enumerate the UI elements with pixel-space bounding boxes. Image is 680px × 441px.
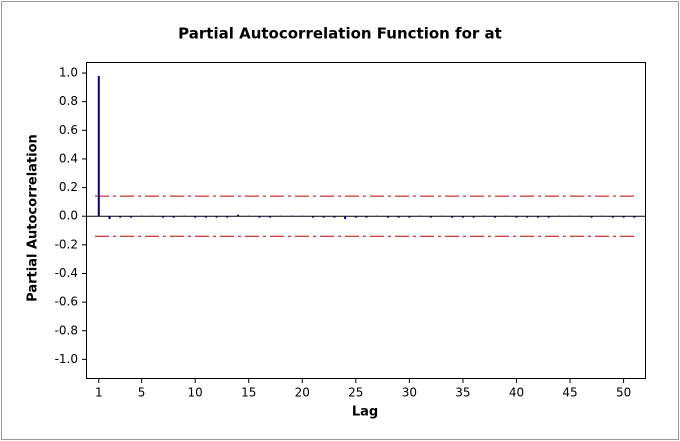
y-tick-label: 1.0 bbox=[59, 66, 78, 80]
x-tick-label: 15 bbox=[241, 386, 256, 400]
x-tick-label: 40 bbox=[509, 386, 524, 400]
y-tick-label: 0.8 bbox=[59, 94, 78, 108]
y-tick-label: 0.2 bbox=[59, 180, 78, 194]
x-tick-label: 20 bbox=[295, 386, 310, 400]
x-axis-label: Lag bbox=[352, 405, 378, 420]
x-tick-label: 10 bbox=[188, 386, 203, 400]
plot-area bbox=[86, 62, 646, 379]
y-tick-label: -1.0 bbox=[55, 352, 78, 366]
chart-title: Partial Autocorrelation Function for at bbox=[178, 25, 502, 43]
x-tick-label: 35 bbox=[455, 386, 470, 400]
x-tick-label: 45 bbox=[562, 386, 577, 400]
x-tick-label: 1 bbox=[95, 386, 103, 400]
y-tick-label: -0.2 bbox=[55, 237, 78, 251]
y-tick-label: -0.8 bbox=[55, 323, 78, 337]
y-tick-label: 0.6 bbox=[59, 123, 78, 137]
x-tick-label: 25 bbox=[348, 386, 363, 400]
y-tick-label: 0.4 bbox=[59, 151, 78, 165]
y-tick-label: 0.0 bbox=[59, 209, 78, 223]
x-tick-label: 30 bbox=[402, 386, 417, 400]
x-tick-label: 50 bbox=[616, 386, 631, 400]
x-tick-label: 5 bbox=[138, 386, 146, 400]
y-axis-label: Partial Autocorrelation bbox=[26, 134, 41, 302]
y-tick-label: -0.6 bbox=[55, 295, 78, 309]
y-tick-label: -0.4 bbox=[55, 266, 78, 280]
